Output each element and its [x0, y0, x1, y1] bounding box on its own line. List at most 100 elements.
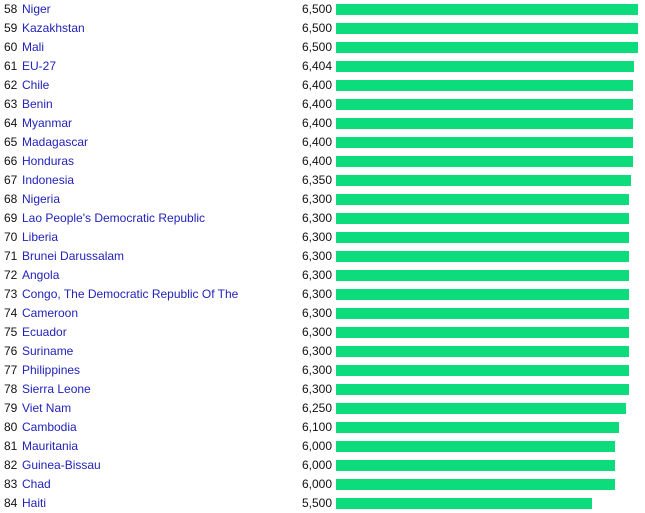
rank-number: 64 — [4, 116, 18, 130]
table-row: 70 Liberia 6,300 — [0, 228, 645, 247]
country-link[interactable]: Sierra Leone — [22, 382, 91, 396]
value-label: 6,400 — [301, 135, 332, 149]
rank-number: 77 — [4, 363, 18, 377]
table-row: 84 Haiti 5,500 — [0, 494, 645, 513]
table-row: 79 Viet Nam 6,250 — [0, 399, 645, 418]
rank-number: 67 — [4, 173, 18, 187]
value-label: 6,400 — [301, 116, 332, 130]
value-bar — [336, 327, 629, 338]
rank-number: 71 — [4, 249, 18, 263]
table-row: 69 Lao People's Democratic Republic 6,300 — [0, 209, 645, 228]
country-link[interactable]: Cambodia — [22, 420, 77, 434]
country-link[interactable]: Haiti — [22, 496, 47, 510]
country-link[interactable]: Kazakhstan — [22, 21, 85, 35]
rank-number: 66 — [4, 154, 18, 168]
country-link[interactable]: Liberia — [22, 230, 59, 244]
value-bar — [336, 498, 592, 509]
value-label: 6,500 — [301, 21, 332, 35]
value-label: 6,500 — [301, 2, 332, 16]
table-row: 66 Honduras 6,400 — [0, 152, 645, 171]
table-row: 59 Kazakhstan 6,500 — [0, 19, 645, 38]
rank-number: 68 — [4, 192, 18, 206]
table-row: 81 Mauritania 6,000 — [0, 437, 645, 456]
country-link[interactable]: Mauritania — [22, 439, 79, 453]
value-bar — [336, 99, 633, 110]
table-row: 65 Madagascar 6,400 — [0, 133, 645, 152]
rank-number: 58 — [4, 2, 18, 16]
value-label: 6,404 — [301, 59, 332, 73]
country-link[interactable]: Guinea-Bissau — [22, 458, 101, 472]
country-link[interactable]: Nigeria — [22, 192, 61, 206]
table-row: 74 Cameroon 6,300 — [0, 304, 645, 323]
country-link[interactable]: Benin — [22, 97, 53, 111]
rank-number: 69 — [4, 211, 18, 225]
value-bar — [336, 308, 629, 319]
value-label: 6,500 — [301, 40, 332, 54]
value-bar — [336, 156, 633, 167]
table-row: 68 Nigeria 6,300 — [0, 190, 645, 209]
table-row: 61 EU-27 6,404 — [0, 57, 645, 76]
value-bar — [336, 365, 629, 376]
value-label: 6,300 — [301, 192, 332, 206]
country-link[interactable]: Niger — [22, 2, 51, 16]
country-link[interactable]: Cameroon — [22, 306, 79, 320]
value-bar — [336, 346, 629, 357]
value-label: 6,400 — [301, 97, 332, 111]
value-label: 6,300 — [301, 287, 332, 301]
table-row: 76 Suriname 6,300 — [0, 342, 645, 361]
value-label: 6,400 — [301, 78, 332, 92]
value-bar — [336, 194, 629, 205]
value-bar — [336, 61, 634, 72]
country-link[interactable]: Philippines — [22, 363, 81, 377]
table-row: 60 Mali 6,500 — [0, 38, 645, 57]
country-link[interactable]: Mali — [22, 40, 45, 54]
country-link[interactable]: Brunei Darussalam — [22, 249, 125, 263]
value-bar — [336, 4, 638, 15]
table-row: 83 Chad 6,000 — [0, 475, 645, 494]
country-link[interactable]: Chile — [22, 78, 50, 92]
rank-number: 59 — [4, 21, 18, 35]
table-row: 75 Ecuador 6,300 — [0, 323, 645, 342]
table-row: 67 Indonesia 6,350 — [0, 171, 645, 190]
country-link[interactable]: Indonesia — [22, 173, 75, 187]
rank-number: 84 — [4, 496, 18, 510]
rank-number: 79 — [4, 401, 18, 415]
value-bar — [336, 80, 633, 91]
value-bar — [336, 270, 629, 281]
value-label: 5,500 — [301, 496, 332, 510]
value-bar — [336, 42, 638, 53]
value-bar — [336, 403, 626, 414]
value-label: 6,100 — [301, 420, 332, 434]
table-row: 72 Angola 6,300 — [0, 266, 645, 285]
table-row: 77 Philippines 6,300 — [0, 361, 645, 380]
rank-number: 80 — [4, 420, 18, 434]
value-bar — [336, 232, 629, 243]
rank-number: 74 — [4, 306, 18, 320]
country-link[interactable]: Suriname — [22, 344, 74, 358]
country-link[interactable]: Congo, The Democratic Republic Of The — [22, 287, 239, 301]
country-link[interactable]: Madagascar — [22, 135, 89, 149]
value-bar — [336, 460, 615, 471]
value-label: 6,000 — [301, 477, 332, 491]
value-label: 6,300 — [301, 344, 332, 358]
table-row: 80 Cambodia 6,100 — [0, 418, 645, 437]
country-link[interactable]: EU-27 — [22, 59, 57, 73]
value-bar — [336, 251, 629, 262]
rank-number: 63 — [4, 97, 18, 111]
value-label: 6,300 — [301, 211, 332, 225]
value-label: 6,250 — [301, 401, 332, 415]
country-link[interactable]: Lao People's Democratic Republic — [22, 211, 206, 225]
table-row: 78 Sierra Leone 6,300 — [0, 380, 645, 399]
country-link[interactable]: Angola — [22, 268, 60, 282]
rank-number: 65 — [4, 135, 18, 149]
country-link[interactable]: Ecuador — [22, 325, 67, 339]
rank-number: 81 — [4, 439, 18, 453]
rank-number: 78 — [4, 382, 18, 396]
country-link[interactable]: Honduras — [22, 154, 75, 168]
country-link[interactable]: Myanmar — [22, 116, 73, 130]
rank-number: 72 — [4, 268, 18, 282]
rank-number: 83 — [4, 477, 18, 491]
country-link[interactable]: Chad — [22, 477, 51, 491]
table-row: 62 Chile 6,400 — [0, 76, 645, 95]
country-link[interactable]: Viet Nam — [22, 401, 72, 415]
